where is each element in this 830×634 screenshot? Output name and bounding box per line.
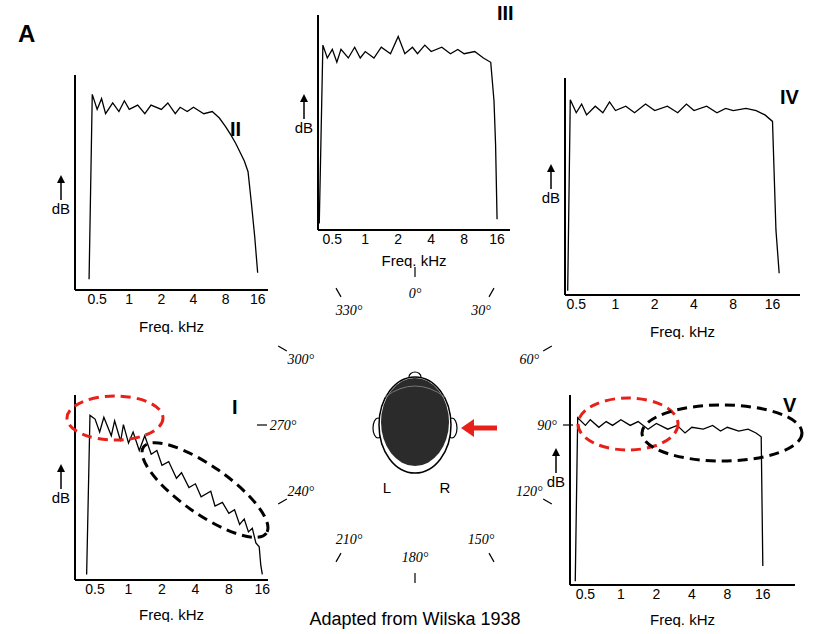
svg-text:Freq. kHz: Freq. kHz [381,252,446,268]
svg-text:8: 8 [460,231,468,247]
svg-text:120°: 120° [516,484,543,499]
svg-text:Adapted from Wilska 1938: Adapted from Wilska 1938 [309,609,520,629]
svg-text:16: 16 [755,586,771,602]
html-text:II: II [230,118,242,140]
svg-text:330°: 330° [335,303,363,318]
svg-text:2: 2 [651,296,659,312]
svg-text:2: 2 [394,231,402,247]
svg-text:Freq. kHz: Freq. kHz [139,318,204,334]
svg-text:1: 1 [125,291,133,307]
svg-text:300°: 300° [286,352,314,367]
svg-text:Freq. kHz: Freq. kHz [650,323,715,339]
svg-text:L: L [383,479,391,496]
svg-text:0.5: 0.5 [85,581,105,597]
html-text:V: V [783,394,797,416]
svg-text:dB: dB [52,200,70,217]
svg-text:210°: 210° [336,532,363,547]
svg-text:1: 1 [361,231,369,247]
svg-text:150°: 150° [468,532,495,547]
html-text:III: III [497,2,514,24]
svg-text:16: 16 [255,581,271,597]
svg-text:8: 8 [723,586,731,602]
svg-text:0°: 0° [409,286,422,301]
svg-text:dB: dB [542,189,560,206]
svg-text:16: 16 [250,291,266,307]
svg-text:dB: dB [52,489,70,506]
svg-text:16: 16 [765,296,781,312]
svg-text:4: 4 [427,231,435,247]
html-text:I: I [232,396,238,418]
svg-text:4: 4 [688,586,696,602]
svg-text:8: 8 [729,296,737,312]
svg-text:4: 4 [192,581,200,597]
svg-text:A: A [18,20,35,47]
svg-text:8: 8 [222,291,230,307]
svg-text:0.5: 0.5 [567,296,587,312]
svg-text:90°: 90° [537,418,557,433]
svg-text:4: 4 [690,296,698,312]
svg-text:2: 2 [157,291,165,307]
svg-text:0.5: 0.5 [87,291,107,307]
svg-text:1: 1 [125,581,133,597]
svg-text:0.5: 0.5 [323,231,343,247]
svg-text:1: 1 [617,586,625,602]
svg-text:dB: dB [547,473,565,490]
svg-text:8: 8 [225,581,233,597]
svg-text:240°: 240° [287,484,314,499]
svg-text:0.5: 0.5 [576,586,596,602]
svg-text:60°: 60° [520,352,540,367]
svg-text:2: 2 [158,581,166,597]
svg-text:16: 16 [489,231,505,247]
svg-text:180°: 180° [402,550,429,565]
svg-text:30°: 30° [470,303,491,318]
svg-text:4: 4 [190,291,198,307]
svg-text:dB: dB [295,119,313,136]
svg-text:R: R [440,479,451,496]
svg-text:2: 2 [652,586,660,602]
svg-text:1: 1 [612,296,620,312]
svg-text:Freq. kHz: Freq. kHz [650,611,715,627]
svg-text:270°: 270° [270,418,297,433]
svg-text:Freq. kHz: Freq. kHz [139,606,204,622]
html-text:IV: IV [780,86,799,108]
